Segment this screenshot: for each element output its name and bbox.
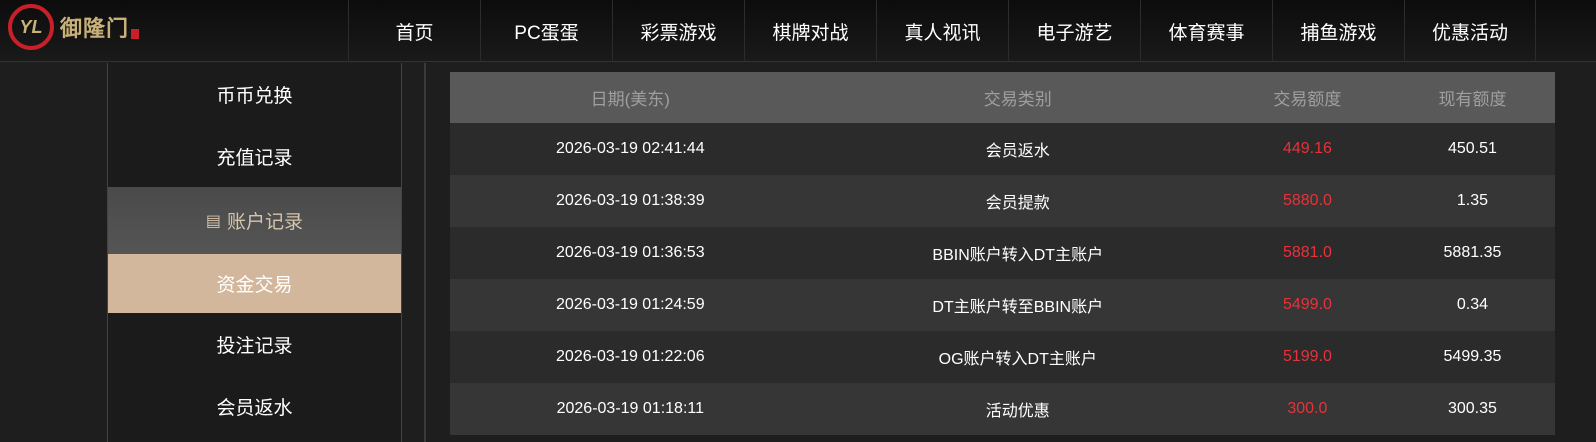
sidebar-item-deposit-records[interactable]: 充值记录: [216, 147, 293, 169]
balance-cell: 450.51: [1389, 123, 1555, 175]
sidebar-item-label: 账户记录: [227, 212, 304, 233]
top-bar: YL 御隆门 首页 PC蛋蛋 彩票游戏 棋牌对战 真人视讯 电子游艺 体育赛事 …: [0, 0, 1596, 62]
table-row: 2026-03-19 01:36:53 BBIN账户转入DT主账户 5881.0 58…: [450, 227, 1555, 279]
transactions-table: 日期(美东) 交易类别 交易额度 现有额度 2026-03-19 02:41:4…: [450, 72, 1555, 435]
amount-cell: 5880.0: [1224, 175, 1390, 227]
divider: [424, 63, 426, 442]
type-cell: 活动优惠: [810, 383, 1225, 435]
table-row: 2026-03-19 01:22:06 OG账户转入DT主账户 5199.0 5499…: [450, 331, 1555, 383]
logo[interactable]: YL 御隆门: [8, 4, 140, 50]
date-cell: 2026-03-19 01:38:39: [450, 175, 811, 227]
date-cell: 2026-03-19 01:22:06: [450, 331, 811, 383]
amount-cell: 449.16: [1224, 123, 1390, 175]
nav-item[interactable]: 捕鱼游戏: [1272, 0, 1404, 62]
nav-item[interactable]: 真人视讯: [876, 0, 1008, 62]
nav-item[interactable]: 优惠活动: [1404, 0, 1536, 62]
date-cell: 2026-03-19 01:18:11: [450, 383, 811, 435]
sidebar-item-account-records[interactable]: ▤ 账户记录: [108, 187, 401, 254]
column-header: 日期(美东): [450, 72, 811, 123]
table-row: 2026-03-19 01:38:39 会员提款 5880.0 1.35: [450, 175, 1555, 227]
column-header: 现有额度: [1389, 72, 1555, 123]
sidebar-item-exchange[interactable]: 币币兑换: [216, 85, 293, 107]
date-cell: 2026-03-19 02:41:44: [450, 123, 811, 175]
column-header: 交易类别: [810, 72, 1225, 123]
sidebar: 币币兑换 充值记录 ▤ 账户记录 资金交易 投注记录 会员返水: [107, 63, 402, 442]
nav-item[interactable]: 彩票游戏: [612, 0, 744, 62]
amount-cell: 300.0: [1224, 383, 1390, 435]
type-cell: 会员提款: [810, 175, 1225, 227]
balance-cell: 5499.35: [1389, 331, 1555, 383]
nav-item[interactable]: 棋牌对战: [744, 0, 876, 62]
table-row: 2026-03-19 01:18:11 活动优惠 300.0 300.35: [450, 383, 1555, 435]
sidebar-item-fund-transactions[interactable]: 资金交易: [108, 254, 401, 313]
sidebar-item-bet-records[interactable]: 投注记录: [216, 335, 293, 357]
logo-mark: YL: [8, 4, 54, 50]
main-nav: 首页 PC蛋蛋 彩票游戏 棋牌对战 真人视讯 电子游艺 体育赛事 捕鱼游戏 优惠…: [348, 0, 1536, 62]
column-header: 交易额度: [1224, 72, 1390, 123]
table-row: 2026-03-19 02:41:44 会员返水 449.16 450.51: [450, 123, 1555, 175]
balance-cell: 1.35: [1389, 175, 1555, 227]
amount-cell: 5499.0: [1224, 279, 1390, 331]
type-cell: DT主账户转至BBIN账户: [810, 279, 1225, 331]
nav-item[interactable]: 体育赛事: [1140, 0, 1272, 62]
logo-name: 御隆门: [60, 16, 130, 41]
nav-item[interactable]: PC蛋蛋: [480, 0, 612, 62]
balance-cell: 0.34: [1389, 279, 1555, 331]
nav-item[interactable]: 首页: [348, 0, 480, 62]
nav-item[interactable]: 电子游艺: [1008, 0, 1140, 62]
logo-seal: [131, 29, 140, 39]
type-cell: OG账户转入DT主账户: [810, 331, 1225, 383]
record-icon: ▤: [205, 212, 222, 230]
amount-cell: 5199.0: [1224, 331, 1390, 383]
table-row: 2026-03-19 01:24:59 DT主账户转至BBIN账户 5499.0 0.…: [450, 279, 1555, 331]
type-cell: BBIN账户转入DT主账户: [810, 227, 1225, 279]
date-cell: 2026-03-19 01:36:53: [450, 227, 811, 279]
date-cell: 2026-03-19 01:24:59: [450, 279, 811, 331]
balance-cell: 300.35: [1389, 383, 1555, 435]
amount-cell: 5881.0: [1224, 227, 1390, 279]
type-cell: 会员返水: [810, 123, 1225, 175]
sidebar-item-rebate[interactable]: 会员返水: [216, 397, 293, 419]
balance-cell: 5881.35: [1389, 227, 1555, 279]
